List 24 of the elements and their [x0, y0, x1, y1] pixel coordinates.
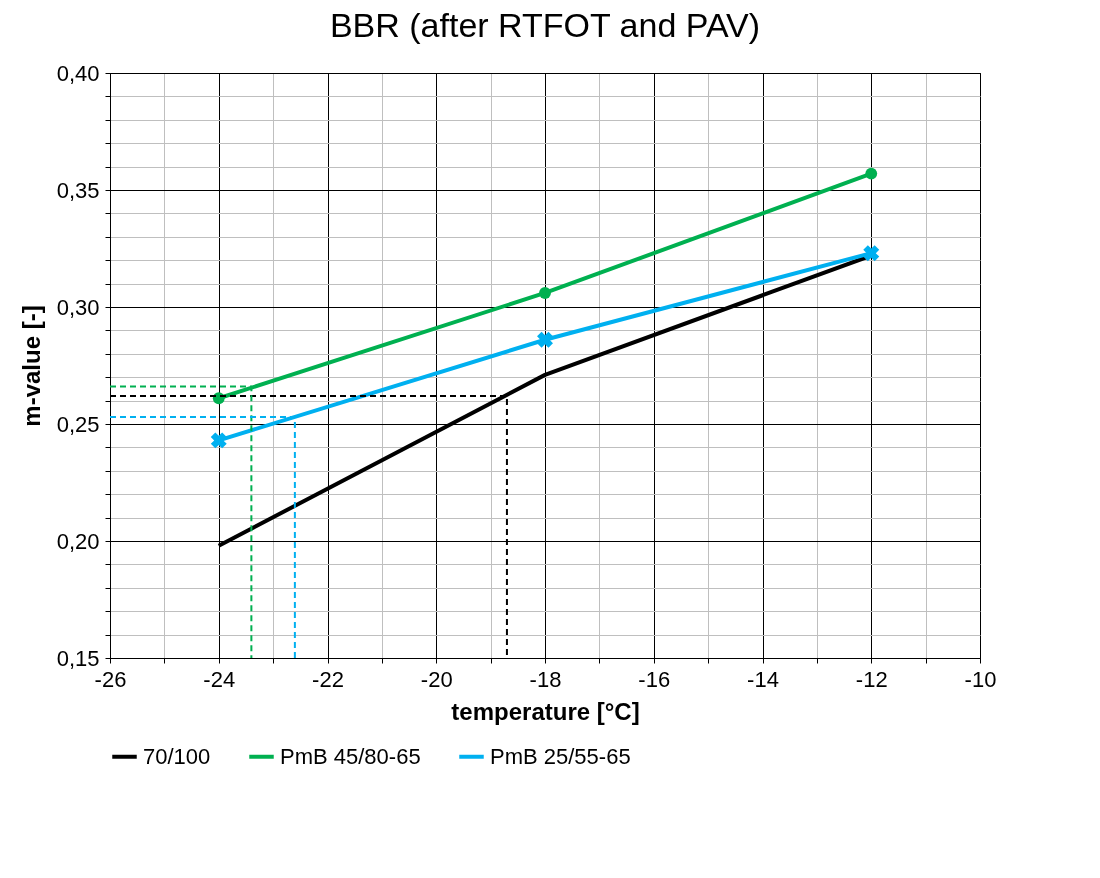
point	[539, 287, 551, 299]
x-tick-label: -22	[312, 666, 344, 692]
legend-label: PmB 25/55-65	[490, 743, 631, 769]
x-tick-label: -24	[203, 666, 236, 692]
x-tick-label: -14	[747, 666, 779, 692]
x-tick-label: -16	[638, 666, 671, 692]
y-tick-label: 0,20	[56, 528, 100, 554]
legend-label: 70/100	[143, 743, 211, 769]
y-tick-label: 0,40	[56, 60, 100, 86]
x-tick-label: -10	[964, 666, 997, 692]
chart-title: BBR (after RTFOT and PAV)	[329, 6, 761, 44]
y-tick-label: 0,30	[56, 294, 100, 320]
x-tick-label: -12	[855, 666, 888, 692]
point	[863, 245, 880, 262]
x-axis-title: temperature [°C]	[451, 697, 640, 725]
y-tick-label: 0,25	[56, 411, 100, 437]
point	[210, 432, 227, 449]
x-tick-label: -18	[529, 666, 562, 692]
y-tick-label: 0,35	[56, 177, 100, 203]
x-tick-label: -20	[420, 666, 453, 692]
point	[537, 331, 553, 348]
y-axis-title: m-value [-]	[17, 305, 45, 427]
legend-label: PmB 45/80-65	[280, 743, 421, 769]
point	[865, 167, 878, 180]
